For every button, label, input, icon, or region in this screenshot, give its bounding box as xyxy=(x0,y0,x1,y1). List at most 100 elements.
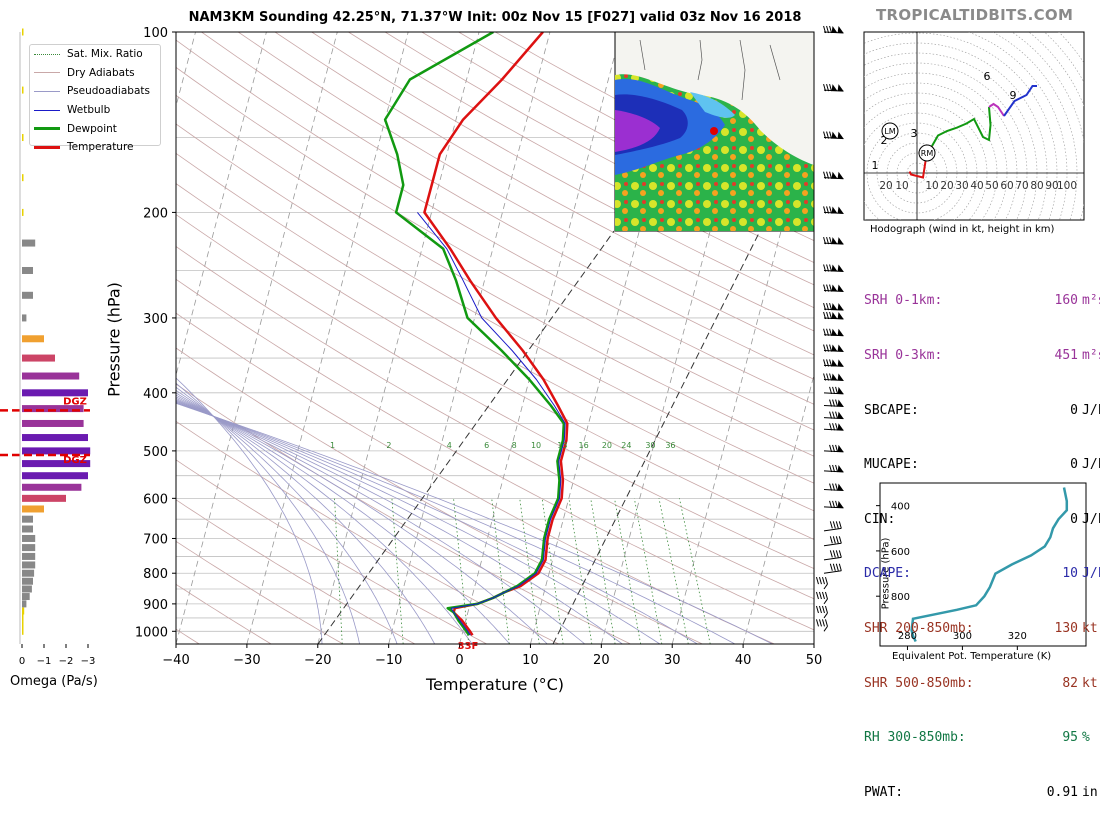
legend-swatch xyxy=(34,91,60,92)
y-tick-label: 300 xyxy=(143,312,168,327)
param-unit: in xyxy=(1078,784,1098,802)
mixing-ratio-label: 10 xyxy=(531,441,541,450)
y-tick-label: 200 xyxy=(143,206,168,221)
param-row: DCAPE:10J/kg xyxy=(864,565,1100,583)
wind-barb xyxy=(824,412,844,419)
omega-bar xyxy=(22,608,24,615)
param-value: 160 xyxy=(988,292,1078,310)
wind-barb xyxy=(824,285,844,292)
barb-flag xyxy=(838,172,844,179)
barb-flag xyxy=(838,400,844,407)
legend-item: Wetbulb xyxy=(30,101,160,120)
profile-dewpoint xyxy=(385,32,564,635)
param-unit: kt xyxy=(1078,620,1098,638)
barb-flag xyxy=(838,445,844,452)
barb-flag xyxy=(838,237,844,244)
legend-label: Dry Adiabats xyxy=(67,67,135,79)
barb-staff xyxy=(824,571,841,574)
omega-tick-label: −1 xyxy=(37,656,52,667)
barb-line xyxy=(822,577,824,584)
mixing-ratio-label: 24 xyxy=(621,441,631,450)
hodograph-height-label: 3 xyxy=(911,127,918,140)
barb-flag xyxy=(838,423,844,430)
hodograph-height-label: 6 xyxy=(984,70,991,83)
dgz-label: DGZ xyxy=(63,396,87,407)
wind-barb xyxy=(816,619,827,631)
wind-barb xyxy=(824,521,841,531)
barb-line xyxy=(839,521,841,528)
param-row: RH 300-850mb:95% xyxy=(864,729,1100,747)
barb-flag xyxy=(832,265,838,272)
omega-bar xyxy=(22,578,33,585)
barb-flag xyxy=(838,285,844,292)
barb-staff xyxy=(824,599,827,604)
y-tick-label: 100 xyxy=(143,26,168,41)
omega-bar xyxy=(22,355,55,362)
barb-flag xyxy=(838,412,844,419)
barb-staff xyxy=(824,557,841,560)
barb-line xyxy=(830,536,832,543)
x-tick-label: 10 xyxy=(522,653,539,668)
legend-swatch xyxy=(34,146,60,149)
wind-barb xyxy=(824,26,844,33)
barb-flag xyxy=(838,206,844,213)
barb-line xyxy=(833,564,835,571)
barb-flag xyxy=(838,484,844,491)
barb-flag xyxy=(838,329,844,336)
barb-line xyxy=(830,564,832,571)
pseudoadiabat xyxy=(0,212,660,644)
legend-label: Dewpoint xyxy=(67,123,117,135)
barb-flag xyxy=(838,132,844,139)
mixing-ratio-label: 30 xyxy=(645,441,655,450)
mixing-ratio-line xyxy=(679,498,710,644)
barb-line xyxy=(830,550,832,557)
barb-flag xyxy=(832,345,838,352)
barb-line xyxy=(836,501,838,508)
skewt-y-label: Pressure (hPa) xyxy=(105,270,124,410)
isotherm xyxy=(460,32,621,644)
barb-line xyxy=(833,536,835,543)
legend-item: Pseudoadiabats xyxy=(30,82,160,101)
param-label: CIN: xyxy=(864,511,988,529)
param-unit: J/kg xyxy=(1078,456,1100,474)
legend-label: Pseudoadiabats xyxy=(67,85,150,97)
barb-line xyxy=(836,400,838,407)
skewt-profiles xyxy=(385,32,567,635)
mixing-ratio-line xyxy=(569,498,592,644)
legend-swatch xyxy=(34,72,60,73)
y-tick-label: 500 xyxy=(143,445,168,460)
param-label: SBCAPE: xyxy=(864,402,988,420)
barb-line xyxy=(822,606,824,613)
wind-barb xyxy=(816,577,827,589)
hodograph-ring-label: 20 xyxy=(879,180,892,192)
param-value: 0 xyxy=(988,456,1078,474)
wind-barb xyxy=(824,445,844,452)
param-unit: % xyxy=(1078,729,1090,747)
barb-line xyxy=(836,521,838,528)
x-tick-label: −40 xyxy=(162,653,189,668)
barb-flag xyxy=(838,265,844,272)
mixing-ratio-label: 13 xyxy=(557,441,567,450)
barb-line xyxy=(833,521,835,528)
barb-line xyxy=(836,484,838,491)
omega-bar xyxy=(22,600,26,607)
barb-line xyxy=(833,550,835,557)
y-tick-label: 900 xyxy=(143,598,168,613)
param-row: SRH 0-1km:160m²s⁻² xyxy=(864,292,1100,310)
wind-barb xyxy=(824,564,841,574)
barb-line xyxy=(836,412,838,419)
omega-bar xyxy=(22,314,26,321)
wind-barb xyxy=(824,172,844,179)
omega-bar xyxy=(22,614,24,621)
param-label: SHR 500-850mb: xyxy=(864,675,988,693)
x-tick-label: 50 xyxy=(806,653,823,668)
barb-line xyxy=(816,619,818,626)
barb-line xyxy=(822,592,824,599)
barb-flag xyxy=(832,237,838,244)
mixing-ratio-line xyxy=(659,498,688,644)
omega-bar xyxy=(22,484,81,491)
hodograph-ring-label: 10 xyxy=(925,180,938,192)
omega-bar xyxy=(22,526,33,533)
hodograph-ring-label: 10 xyxy=(895,180,908,192)
